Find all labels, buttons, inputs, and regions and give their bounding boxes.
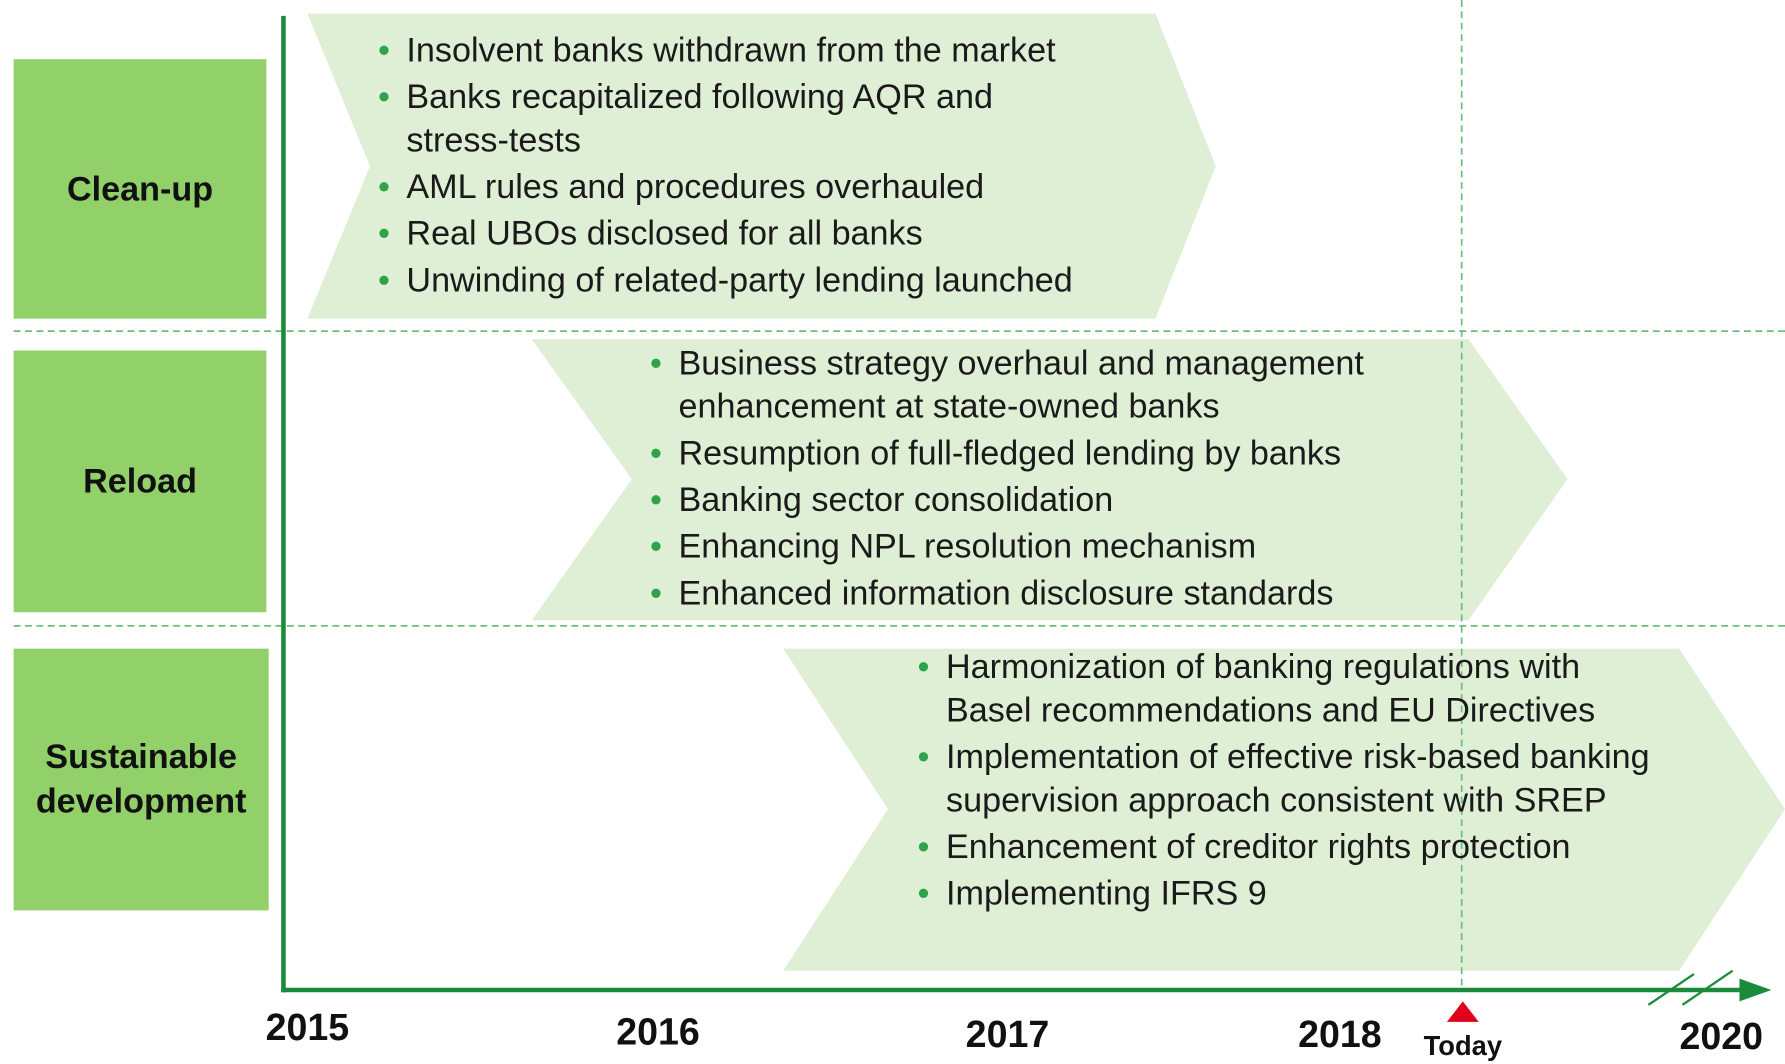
item: Implementation of effective risk-based b… — [918, 736, 1664, 822]
stage-items: Harmonization of banking regulations wit… — [918, 646, 1664, 919]
year-label: 2016 — [616, 1010, 700, 1053]
item: Business strategy overhaul and managemen… — [650, 343, 1447, 429]
item: AML rules and procedures overhauled — [378, 166, 1152, 209]
item: Unwinding of related-party lending launc… — [378, 259, 1152, 302]
today-label: Today — [1423, 1031, 1503, 1062]
item: Enhanced information disclosure standard… — [650, 572, 1447, 615]
item: Enhancement of creditor rights protectio… — [918, 826, 1664, 869]
stage-items: Business strategy overhaul and managemen… — [650, 343, 1447, 620]
axis-break — [1681, 969, 1734, 1006]
item: Enhancing NPL resolution mechanism — [650, 526, 1447, 569]
item: Banks recapitalized following AQR and st… — [378, 76, 1089, 162]
year-label: 2020 — [1679, 1015, 1764, 1058]
item: Harmonization of banking regulations wit… — [918, 646, 1664, 732]
today-marker — [1446, 1001, 1479, 1022]
item: Resumption of full-fledged lending by ba… — [650, 432, 1447, 475]
item: Insolvent banks withdrawn from the marke… — [378, 30, 1152, 73]
stage-label: Clean-up — [13, 59, 267, 319]
stage-items: Insolvent banks withdrawn from the marke… — [378, 30, 1152, 307]
year-label: 2018 — [1298, 1012, 1382, 1055]
year-label: 2015 — [265, 1005, 350, 1049]
item: Banking sector consolidation — [650, 479, 1447, 522]
item: Real UBOs disclosed for all banks — [378, 213, 1152, 256]
stage-label: Sustainable development — [13, 648, 269, 911]
axis-arrow — [1739, 978, 1772, 1002]
item: Implementing IFRS 9 — [918, 873, 1664, 916]
axis-break — [1647, 973, 1695, 1006]
stage-label: Reload — [13, 350, 267, 613]
year-label: 2017 — [965, 1012, 1050, 1055]
